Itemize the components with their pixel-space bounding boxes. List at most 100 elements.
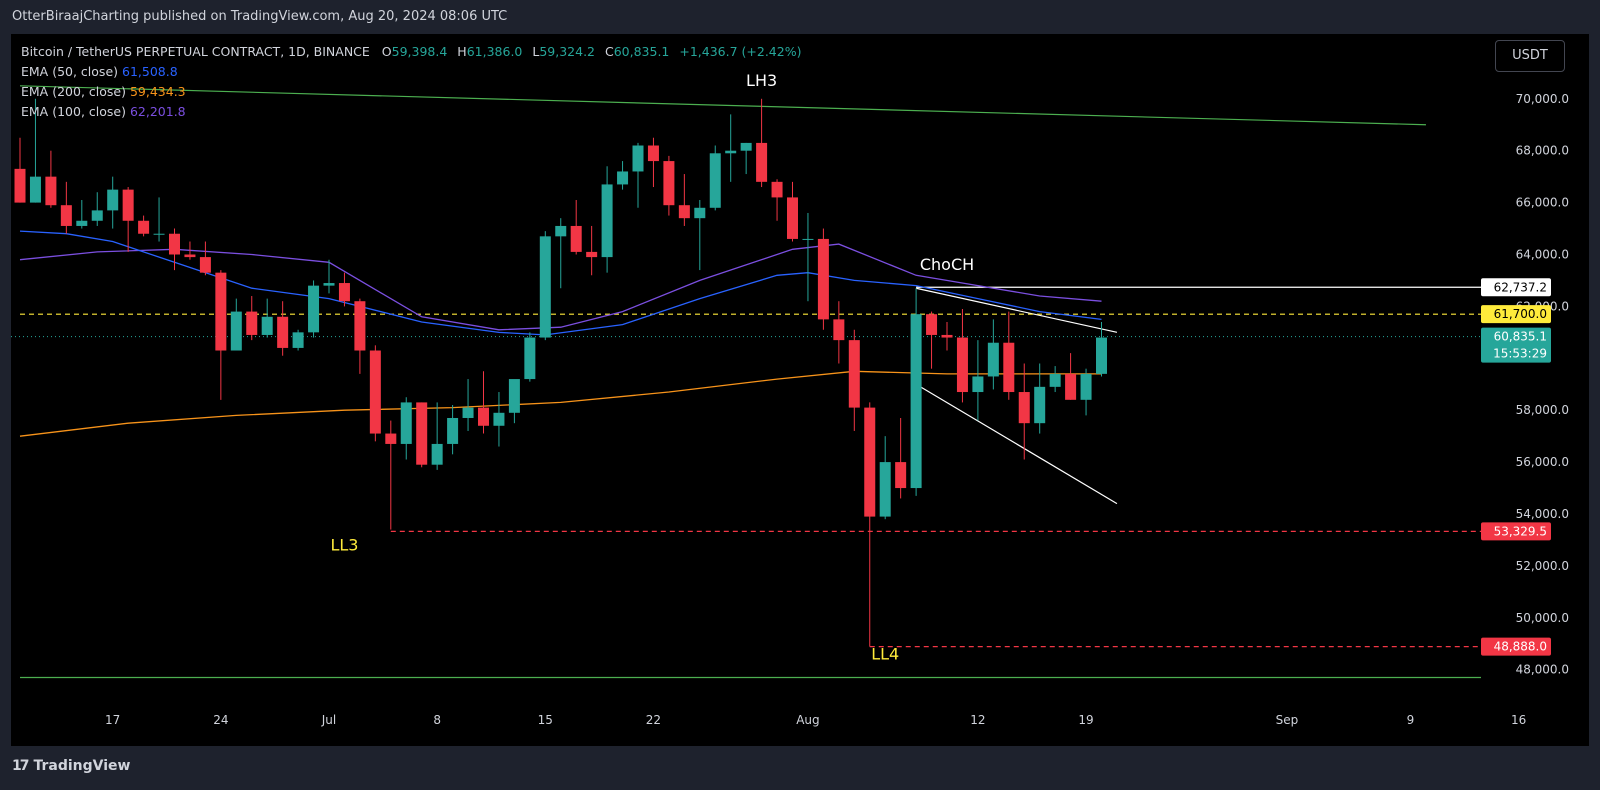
current-price-tag-countdown: 15:53:29 — [1493, 347, 1547, 361]
ema50-legend[interactable]: EMA (50, close) 61,508.8 — [21, 64, 178, 79]
candle-body — [292, 332, 304, 348]
time-axis-tick-label: 17 — [105, 713, 120, 727]
candle-body — [478, 407, 489, 426]
time-axis-tick-label: 16 — [1511, 713, 1526, 727]
price-level-tag: 61,700.0 — [1494, 307, 1547, 321]
candle-body — [848, 340, 860, 408]
publish-info: OtterBiraajCharting published on Trading… — [12, 9, 508, 24]
ohlc-high: H61,386.0 — [457, 44, 523, 59]
price-chart[interactable]: LH3 ChoCH LL3 LL4 48,000.0 50,000.0 52,000.0 54… — [11, 34, 1589, 746]
candle-body — [1018, 392, 1030, 424]
ohlc-low: L59,324.2 — [532, 44, 595, 59]
candle-body — [338, 283, 350, 302]
candle-body — [277, 316, 289, 348]
price-axis-tick-label: 64,000.0 — [1516, 248, 1569, 262]
current-price-tag: 60,835.1 — [1494, 330, 1547, 344]
price-axis-tick-label: 70,000.0 — [1516, 92, 1569, 106]
candle-body — [787, 197, 798, 239]
candle-body — [756, 142, 768, 182]
candle-body — [617, 171, 629, 185]
price-axis-bg — [1481, 34, 1589, 746]
candle-body — [632, 145, 644, 172]
candle-body — [462, 407, 474, 418]
candle-body — [508, 379, 520, 413]
price-axis-tick-label: 48,000.0 — [1516, 663, 1569, 677]
current-price-tag-bg — [1481, 327, 1551, 363]
candle-body — [246, 311, 258, 335]
candle-body — [215, 272, 227, 351]
candle-body — [447, 417, 459, 444]
candle-body — [586, 251, 598, 258]
price-level-tag: 62,737.2 — [1494, 280, 1547, 294]
ema50-line — [19, 230, 1102, 336]
candle-body — [431, 443, 443, 465]
trend-line — [915, 383, 1118, 505]
candle-body — [323, 283, 335, 286]
candle-body — [261, 316, 273, 335]
price-level-tag: 48,888.0 — [1494, 640, 1547, 654]
candle-body — [910, 314, 922, 489]
candle-body — [76, 220, 88, 226]
candle-body — [555, 225, 567, 237]
publish-header: OtterBiraajCharting published on Trading… — [0, 0, 1600, 34]
candle-body — [570, 225, 582, 252]
price-level-tag-bg — [1481, 522, 1551, 541]
candle-body — [895, 462, 907, 489]
candle-body — [833, 319, 845, 341]
symbol-name: Bitcoin / TetherUS PERPETUAL CONTRACT, 1… — [21, 44, 370, 59]
time-axis-bg — [11, 700, 1481, 746]
ohlc-change: +1,436.7 (+2.42%) — [679, 44, 802, 59]
ema200-legend[interactable]: EMA (200, close) 59,434.3 — [21, 84, 186, 99]
candle-body — [138, 220, 150, 234]
candle-body — [1080, 373, 1092, 400]
candle-body — [987, 342, 999, 377]
chart-legend: Bitcoin / TetherUS PERPETUAL CONTRACT, 1… — [21, 42, 801, 122]
candle-body — [14, 168, 26, 203]
price-level-tag-bg — [1481, 305, 1551, 324]
currency-button[interactable]: USDT — [1495, 40, 1565, 72]
price-level-tag: 53,329.5 — [1494, 524, 1547, 538]
candle-body — [29, 176, 41, 203]
candle-body — [369, 350, 381, 434]
candle-body — [60, 205, 72, 226]
candle-body — [864, 407, 876, 517]
candle-body — [230, 311, 242, 351]
footer-bar: 17 TradingView — [0, 746, 1600, 790]
candle-body — [926, 314, 938, 335]
candle-body — [1034, 386, 1046, 424]
ohlc-open: O59,398.4 — [381, 44, 448, 59]
candle-body — [400, 402, 412, 444]
candle-body — [771, 181, 783, 198]
ohlc-close: C60,835.1 — [604, 44, 670, 59]
candle-body — [184, 254, 196, 258]
candle-body — [817, 238, 829, 320]
price-axis-tick-label: 50,000.0 — [1516, 611, 1569, 625]
tradingview-logo-icon: 17 — [12, 758, 30, 774]
candle-body — [199, 257, 211, 273]
price-axis-tick-label: 56,000.0 — [1516, 455, 1569, 469]
time-axis-tick-label: 15 — [538, 713, 553, 727]
tradingview-logo[interactable]: 17 TradingView — [12, 758, 131, 774]
time-axis-tick-label: Sep — [1276, 713, 1299, 727]
chart-annotation-label: LH3 — [746, 71, 777, 90]
candle-body — [91, 210, 103, 221]
chart-annotation-label: LL3 — [330, 535, 358, 554]
ema200-line — [19, 370, 1102, 437]
candle-body — [879, 462, 891, 517]
time-axis-tick-label: 22 — [646, 713, 661, 727]
candle-body — [802, 238, 814, 240]
candle-body — [956, 337, 968, 393]
time-axis-tick-label: 19 — [1078, 713, 1093, 727]
price-axis-tick-label: 66,000.0 — [1516, 196, 1569, 210]
ema100-legend[interactable]: EMA (100, close) 62,201.8 — [21, 104, 186, 119]
candle-body — [663, 161, 675, 206]
candle-body — [493, 412, 505, 426]
candle-body — [647, 145, 659, 162]
ema100-line — [19, 243, 1102, 331]
chart-area[interactable]: LH3 ChoCH LL3 LL4 48,000.0 50,000.0 52,000.0 54… — [11, 34, 1589, 746]
candle-body — [678, 205, 690, 219]
trend-line — [915, 287, 1118, 333]
ohlc-row: Bitcoin / TetherUS PERPETUAL CONTRACT, 1… — [21, 42, 801, 62]
candle-body — [972, 376, 984, 393]
price-axis-tick-label: 58,000.0 — [1516, 403, 1569, 417]
